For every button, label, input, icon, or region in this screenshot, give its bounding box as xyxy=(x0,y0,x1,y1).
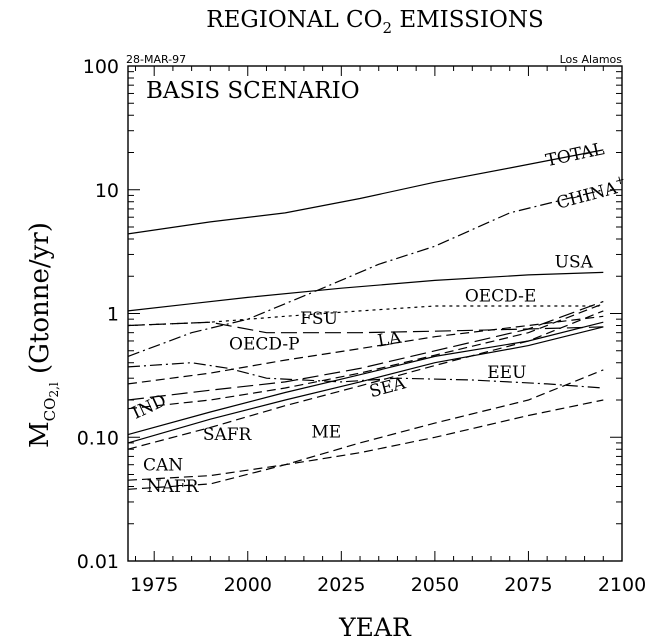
series-label: EEU xyxy=(487,363,526,383)
series-line-eeu xyxy=(127,362,604,389)
y-tick-label: 10 xyxy=(95,180,119,202)
series-line-nafr xyxy=(127,369,604,490)
series-label: SEA xyxy=(367,373,408,402)
series-label: FSU xyxy=(300,309,338,329)
x-tick-label: 2000 xyxy=(224,574,272,596)
y-tick-label: 0.01 xyxy=(77,551,119,573)
scenario-label: BASIS SCENARIO xyxy=(146,78,360,104)
x-tick-label: 2100 xyxy=(598,574,646,596)
y-tick-label: 100 xyxy=(83,56,119,78)
chart-title: REGIONAL CO2 EMISSIONS xyxy=(206,7,543,37)
series-line-oecd-e xyxy=(127,305,604,327)
series-label: TOTAL xyxy=(544,139,606,171)
series-line-china- xyxy=(127,189,604,357)
series-label: SAFR xyxy=(203,425,253,445)
series-line-can xyxy=(127,399,604,481)
series-label: OECD-P xyxy=(229,335,299,355)
series-line-me xyxy=(127,303,604,410)
plot-frame xyxy=(127,65,623,562)
series-label: OECD-E xyxy=(465,287,536,307)
y-tick-label: 0.10 xyxy=(77,427,119,449)
series-line-total xyxy=(127,149,604,235)
series-line-sea xyxy=(127,326,604,444)
x-tick-label: 2050 xyxy=(411,574,459,596)
series-label: ME xyxy=(311,422,341,442)
y-tick-label: 1 xyxy=(107,304,119,326)
series-line-safr xyxy=(127,310,604,450)
x-axis-label: YEAR xyxy=(338,613,412,642)
source-stamp: Los Alamos xyxy=(560,53,623,66)
x-tick-label: 1975 xyxy=(130,574,178,596)
series-line-la xyxy=(127,300,604,401)
y-axis-label: MCO2,l (Gtonne/yr) xyxy=(25,222,61,448)
date-stamp: 28-MAR-97 xyxy=(126,53,186,66)
x-tick-label: 2075 xyxy=(504,574,552,596)
series-label: CHINA+ xyxy=(553,172,629,214)
series-label: CAN xyxy=(143,455,183,475)
series-lines xyxy=(127,149,604,490)
series-label: USA xyxy=(555,253,594,273)
x-tick-label: 2025 xyxy=(317,574,365,596)
series-label: NAFR xyxy=(147,477,200,497)
axes: 1975 2000 2025 2050 2075 2100 0.01 0.10 1 10 100 xyxy=(77,56,646,596)
series-label: LA xyxy=(376,328,403,352)
series-line-usa xyxy=(127,271,604,312)
series-line-ind xyxy=(127,321,604,436)
